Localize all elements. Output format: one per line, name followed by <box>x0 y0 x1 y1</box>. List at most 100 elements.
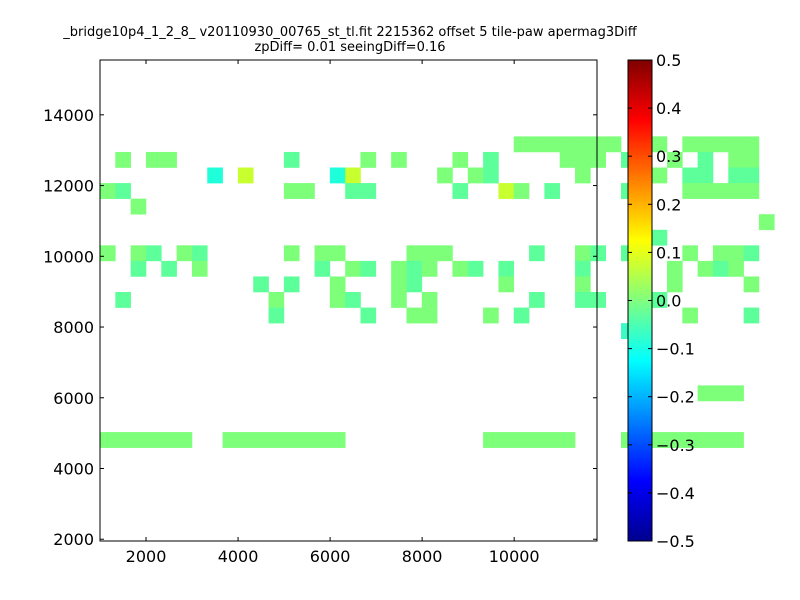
heatmap-cell <box>452 260 469 277</box>
heatmap-cell <box>544 136 561 153</box>
heatmap-cell <box>406 260 423 277</box>
colorbar-tick-label: −0.5 <box>656 532 695 551</box>
heatmap-cell <box>253 276 269 293</box>
y-tick-label: 10000 <box>43 247 94 266</box>
heatmap-cell <box>666 276 683 293</box>
heatmap-cell <box>575 292 591 308</box>
heatmap-cell <box>437 167 453 184</box>
axes-frame <box>99 59 598 542</box>
colorbar-tick-label: 0.3 <box>656 147 681 166</box>
heatmap-cell <box>391 151 407 168</box>
heatmap-cell <box>712 385 729 402</box>
heatmap-cell <box>728 260 744 277</box>
y-tick-label: 6000 <box>53 389 94 408</box>
heatmap-cell <box>115 292 131 308</box>
heatmap-cell <box>590 245 606 262</box>
heatmap-cell <box>728 136 744 153</box>
heatmap-cell <box>682 183 698 199</box>
heatmap-cell <box>605 136 622 153</box>
heatmap-cell <box>483 151 499 168</box>
heatmap-cell <box>697 151 714 168</box>
heatmap-cell <box>329 276 346 293</box>
x-tick-label: 8000 <box>402 547 443 566</box>
heatmap-cell <box>130 432 147 448</box>
heatmap-cell <box>406 307 423 324</box>
heatmap-cell <box>130 198 147 215</box>
heatmap-cell <box>329 245 346 262</box>
heatmap-cell <box>590 136 606 153</box>
heatmap-cell <box>651 136 668 153</box>
heatmap-cell <box>191 260 208 277</box>
heatmap-cell <box>712 183 729 199</box>
heatmap-cell <box>268 307 285 324</box>
x-tick-label: 4000 <box>218 547 259 566</box>
heatmap-cell <box>283 151 300 168</box>
heatmap-cell <box>559 432 576 448</box>
heatmap-cell <box>513 432 530 448</box>
heatmap-cell <box>697 260 714 277</box>
y-tick-label: 12000 <box>43 177 94 196</box>
heatmap-cell <box>513 183 530 199</box>
y-tick-label: 14000 <box>43 106 94 125</box>
heatmap-cell <box>697 432 714 448</box>
chart-subtitle: zpDiff= 0.01 seeingDiff=0.16 <box>254 40 446 55</box>
colorbar-tick-label: 0.0 <box>656 292 681 311</box>
heatmap-cell <box>437 245 453 262</box>
heatmap-cell <box>222 432 239 448</box>
colorbar-ticks: 0.5 0.4 0.3 0.2 0.1 0.0 −0.1 −0.2 −0.3 −0.4 −0.5 <box>628 51 695 551</box>
chart-title: _bridge10p4_1_2_8_ v20110930_00765_st_tl… <box>63 25 637 40</box>
heatmap-cell <box>529 292 545 308</box>
heatmap-cell <box>544 432 561 448</box>
heatmap-cell <box>283 183 300 199</box>
heatmap-cell <box>391 260 407 277</box>
heatmap-cell <box>314 245 331 262</box>
heatmap-cell <box>728 245 744 262</box>
heatmap-cell <box>406 276 423 293</box>
heatmap-cell <box>712 432 729 448</box>
heatmap-cell <box>666 260 683 277</box>
x-axis: 2000 4000 6000 8000 10000 <box>126 60 540 566</box>
x-tick-label: 10000 <box>489 547 540 566</box>
heatmap-cell <box>697 136 714 153</box>
heatmap-cell <box>529 432 545 448</box>
heatmap-cell <box>498 276 515 293</box>
heatmap-cell <box>682 307 698 324</box>
heatmap-cell <box>115 151 131 168</box>
heatmap-cell <box>682 245 698 262</box>
heatmap-cell <box>115 432 131 448</box>
colorbar-tick-label: −0.3 <box>656 436 695 455</box>
x-tick-label: 2000 <box>126 547 167 566</box>
colorbar-tick-label: −0.4 <box>656 484 695 503</box>
heatmap-cell <box>314 260 331 277</box>
heatmap-cell <box>743 167 760 184</box>
heatmap-cell <box>559 151 576 168</box>
heatmap-cell <box>360 183 377 199</box>
heatmap-cell <box>360 260 377 277</box>
heatmap-cell <box>743 276 760 293</box>
heatmap-cell <box>161 260 177 277</box>
heatmap-cell <box>575 151 591 168</box>
heatmap-cell <box>452 151 469 168</box>
heatmap-cell <box>651 432 668 448</box>
heatmap-cell <box>498 260 515 277</box>
heatmap-cell <box>283 245 300 262</box>
heatmap-cell <box>268 292 285 308</box>
heatmap-cell <box>758 214 775 231</box>
heatmap-cell <box>253 432 269 448</box>
y-tick-label: 4000 <box>53 459 94 478</box>
heatmap-cell <box>575 260 591 277</box>
heatmap-cell <box>682 432 698 448</box>
heatmap-cell <box>268 432 285 448</box>
heatmap-cell <box>237 432 254 448</box>
heatmap-cell <box>575 136 591 153</box>
colorbar-tick-label: 0.5 <box>656 51 681 70</box>
heatmap-cell <box>728 167 744 184</box>
heatmap-cell <box>421 307 438 324</box>
y-tick-label: 8000 <box>53 318 94 337</box>
x-tick-label: 6000 <box>310 547 351 566</box>
heatmap-cell <box>161 432 177 448</box>
heatmap-cell <box>360 307 377 324</box>
heatmap-cell <box>207 167 223 184</box>
heatmap-cell <box>176 245 193 262</box>
